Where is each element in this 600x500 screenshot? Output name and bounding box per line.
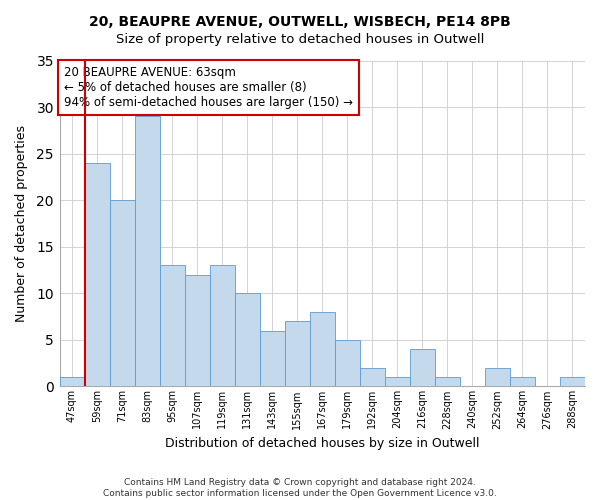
Y-axis label: Number of detached properties: Number of detached properties [15, 125, 28, 322]
X-axis label: Distribution of detached houses by size in Outwell: Distribution of detached houses by size … [165, 437, 479, 450]
Bar [485, 368, 510, 386]
Bar [85, 163, 110, 386]
Bar [260, 330, 285, 386]
Bar [185, 274, 209, 386]
Bar [310, 312, 335, 386]
Bar [410, 349, 435, 387]
Bar [235, 294, 260, 386]
Bar [285, 321, 310, 386]
Bar [510, 377, 535, 386]
Bar [209, 266, 235, 386]
Bar [560, 377, 585, 386]
Bar [134, 116, 160, 386]
Bar [360, 368, 385, 386]
Bar [385, 377, 410, 386]
Bar [435, 377, 460, 386]
Text: Contains HM Land Registry data © Crown copyright and database right 2024.
Contai: Contains HM Land Registry data © Crown c… [103, 478, 497, 498]
Bar [160, 266, 185, 386]
Text: 20 BEAUPRE AVENUE: 63sqm
← 5% of detached houses are smaller (8)
94% of semi-det: 20 BEAUPRE AVENUE: 63sqm ← 5% of detache… [64, 66, 353, 109]
Text: Size of property relative to detached houses in Outwell: Size of property relative to detached ho… [116, 32, 484, 46]
Bar [59, 377, 85, 386]
Text: 20, BEAUPRE AVENUE, OUTWELL, WISBECH, PE14 8PB: 20, BEAUPRE AVENUE, OUTWELL, WISBECH, PE… [89, 15, 511, 29]
Bar [335, 340, 360, 386]
Bar [110, 200, 134, 386]
